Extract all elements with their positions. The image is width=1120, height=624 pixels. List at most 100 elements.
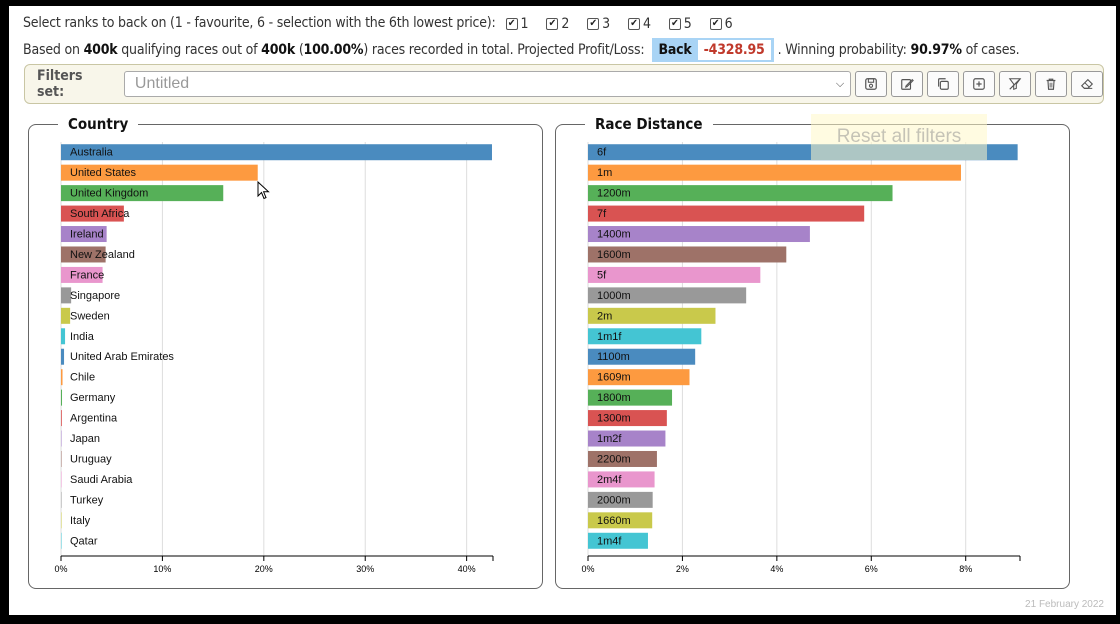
country-bar[interactable] (61, 144, 492, 161)
footer-date: 21 February 2022 (1025, 599, 1104, 610)
rank-option-3[interactable]: ✔ 3 (587, 16, 610, 32)
distance-bar[interactable] (588, 532, 648, 549)
country-bar-label: France (70, 269, 104, 281)
filter-bar: Filters set: Untitled ⌵ (24, 64, 1104, 104)
summary-text-3: ( (295, 42, 304, 58)
distance-bar[interactable] (588, 450, 657, 467)
rank-option-4[interactable]: ✔ 4 (627, 16, 651, 32)
rank-checkbox-group: ✔ 1 ✔ 2 ✔ 3 ✔ 4 ✔ 5 ✔ 6 (496, 14, 741, 32)
distance-bar[interactable] (588, 389, 673, 406)
rank-checkbox-6[interactable]: ✔ (709, 18, 722, 30)
country-bar[interactable] (61, 164, 258, 181)
country-bar[interactable] (61, 430, 62, 447)
country-bar[interactable] (61, 348, 65, 365)
country-bar[interactable] (61, 246, 106, 263)
x-tick-label: 40% (458, 564, 476, 574)
distance-bar[interactable] (588, 430, 666, 447)
distance-bar[interactable] (588, 185, 893, 202)
country-bar[interactable] (61, 389, 63, 406)
country-bar[interactable] (61, 512, 62, 529)
bet-type-toggle[interactable]: Back -4328.95 (652, 38, 774, 62)
country-bar[interactable] (61, 307, 71, 324)
add-icon (973, 78, 985, 90)
qualifying-count: 400k (83, 42, 118, 58)
country-bar-label: Qatar (70, 535, 98, 547)
distance-bar[interactable] (588, 266, 761, 283)
rank-option-1[interactable]: ✔ 1 (505, 16, 529, 32)
country-bar[interactable] (61, 205, 124, 222)
delete-icon (1046, 78, 1056, 90)
rank-checkbox-3[interactable]: ✔ (587, 18, 600, 30)
profit-loss-value: -4328.95 (697, 40, 771, 60)
country-bar[interactable] (61, 532, 62, 549)
rank-option-5[interactable]: ✔ 5 (668, 16, 692, 32)
filter-set-select[interactable]: Untitled ⌵ (123, 71, 852, 97)
clear-filter-button[interactable] (999, 71, 1032, 97)
country-bar-label: United States (70, 167, 137, 179)
country-bar[interactable] (61, 491, 62, 508)
country-bar[interactable] (61, 226, 107, 243)
distance-bar[interactable] (588, 164, 961, 181)
eraser-icon (1080, 78, 1094, 89)
reset-filters-button[interactable] (1071, 71, 1103, 97)
bet-type-label: Back (658, 42, 692, 58)
country-bar-label: Germany (70, 392, 116, 404)
country-bar-label: Saudi Arabia (70, 474, 133, 486)
distance-bar[interactable] (588, 512, 653, 529)
distance-bar-label: 1600m (597, 249, 631, 261)
distance-bar[interactable] (588, 307, 716, 324)
distance-bar[interactable] (588, 287, 747, 304)
country-bar[interactable] (61, 471, 62, 488)
country-bar-label: South Africa (70, 208, 130, 220)
distance-bar[interactable] (588, 205, 865, 222)
distance-bar-label: 5f (597, 269, 607, 281)
x-tick-label: 4% (770, 564, 783, 574)
country-bar[interactable] (61, 287, 72, 304)
rank-checkbox-1[interactable]: ✔ (505, 18, 518, 30)
distance-bar[interactable] (588, 410, 667, 427)
country-bar[interactable] (61, 266, 103, 283)
summary-text-4: ) races recorded in total. Projected Pro… (363, 42, 645, 58)
distance-bar[interactable] (588, 348, 696, 365)
copy-filter-button[interactable] (927, 71, 960, 97)
reset-filters-tooltip: Reset all filters (811, 114, 987, 160)
distance-bar[interactable] (588, 491, 653, 508)
rank-option-2[interactable]: ✔ 2 (546, 16, 569, 32)
distance-bar-label: 2200m (597, 453, 631, 465)
distance-bar-label: 1000m (597, 290, 631, 302)
rank-option-6[interactable]: ✔ 6 (709, 16, 733, 32)
distance-bar[interactable] (588, 471, 655, 488)
distance-bar[interactable] (588, 246, 787, 263)
country-bar[interactable] (61, 328, 66, 345)
summary-text-2: qualifying races out of (117, 42, 262, 58)
distance-bar[interactable] (588, 369, 690, 386)
rank-checkbox-5[interactable]: ✔ (668, 18, 681, 30)
summary-text-1: Based on (23, 42, 84, 58)
distance-bar-label: 1400m (597, 229, 631, 241)
x-tick-label: 0% (581, 564, 594, 574)
rank-checkbox-4[interactable]: ✔ (627, 18, 640, 30)
clear-filter-icon (1008, 78, 1022, 90)
distance-bar-label: 1200m (597, 188, 631, 200)
delete-filter-button[interactable] (1035, 71, 1068, 97)
distance-bar[interactable] (588, 226, 810, 243)
rank-checkbox-2[interactable]: ✔ (546, 18, 559, 30)
mouse-cursor-icon (257, 181, 270, 200)
rank-label: 2 (561, 16, 570, 32)
save-filter-button[interactable] (855, 71, 888, 97)
add-filter-button[interactable] (963, 71, 996, 97)
edit-filter-button[interactable] (891, 71, 924, 97)
country-bar[interactable] (61, 410, 62, 427)
distance-bar[interactable] (588, 328, 702, 345)
total-count: 400k (261, 42, 296, 58)
country-bar[interactable] (61, 185, 224, 202)
x-tick-label: 8% (959, 564, 972, 574)
distance-bar-label: 2m (597, 310, 612, 322)
country-bar-label: Uruguay (70, 453, 112, 465)
country-bar[interactable] (61, 369, 63, 386)
country-bar[interactable] (61, 450, 62, 467)
distance-bar-label: 1m4f (597, 535, 622, 547)
distance-bar-label: 6f (597, 147, 607, 159)
distance-bar-label: 1800m (597, 392, 631, 404)
country-bar-label: Singapore (70, 290, 120, 302)
